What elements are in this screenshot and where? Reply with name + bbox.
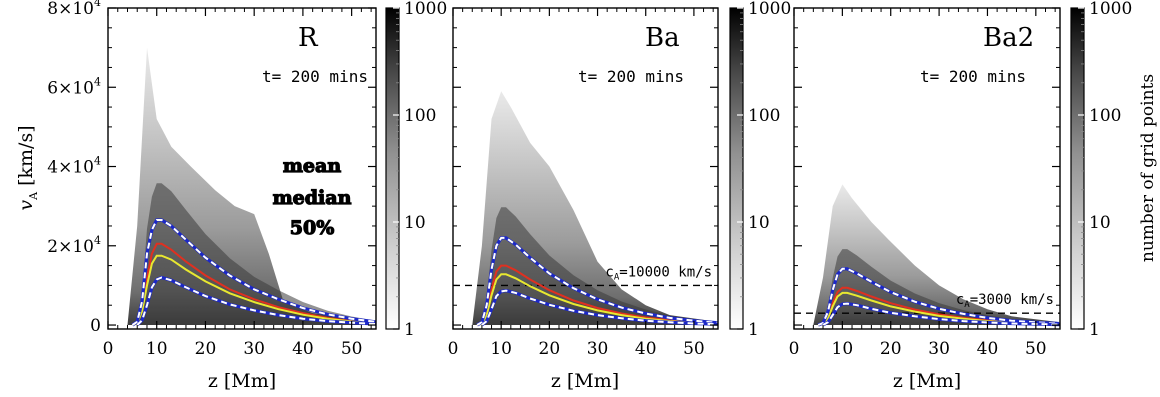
data-cloud-core [477,207,718,325]
x-tick-label: 30 [587,339,609,359]
median-line [132,254,377,326]
colorbar-tick-label: 1 [404,320,415,340]
x-axis-label-r: z [Mm] [208,370,276,392]
colorbar-tick-label: 100 [404,106,436,126]
x-tick-label: 20 [880,339,902,359]
quartile-line-base [822,301,1061,327]
y-tick-label: 0 [90,316,101,336]
reference-line-label: cA=10000 km/s [605,264,712,282]
x-axis-label-ba2: z [Mm] [893,370,961,392]
x-tick-label: 50 [341,339,363,359]
colorbar-label: number of grid points [1138,74,1158,262]
x-tick-label: 20 [195,339,217,359]
y-tick-mantissa: 8×10 [47,0,94,19]
lines-layer-ba2: cA=3000 km/s [794,267,1061,327]
quartile-line [131,219,377,326]
x-tick-label: 50 [1025,339,1047,359]
quartile-line [136,276,377,326]
plot-frame-ba2 [793,7,1061,330]
panel-label-ba: Ba [645,23,680,53]
colorbar-gradient [729,7,744,330]
quartile-line-base [476,236,719,327]
colorbar-tick-label: 1 [1089,320,1100,340]
y-tick-mantissa: 4×10 [47,158,94,178]
y-axis-label: vA [km/s] [15,125,40,210]
reference-label-value: =3000 km/s [970,292,1054,308]
x-tick-label: 10 [146,339,168,359]
x-tick-label: 10 [490,339,512,359]
reference-label-sub: A [964,300,970,310]
reference-label-sub: A [614,272,620,282]
colorbar-gradient [385,7,400,330]
legend-50pct-label: 50% [290,217,335,239]
colorbar-tick-label: 1000 [1089,0,1132,19]
colorbar-tick-label: 10 [404,213,426,233]
panel-ba2: cA=3000 km/s 0 10 20 30 40 50 Ba2 t= 200 mins… [789,7,1061,392]
y-tick-label: 2×104 [47,234,101,257]
time-label-r: t= 200 mins [262,67,368,86]
y-tick-mantissa: 6×10 [47,78,94,98]
mean-line [476,264,719,326]
colorbar-tick-label: 1000 [748,0,791,19]
median-line [476,273,719,326]
x-tick-label: 0 [448,339,459,359]
colorbar-tick-label: 1000 [404,0,447,19]
x-tick-label: 10 [832,339,854,359]
plot-frame-r [107,7,377,330]
x-tick-label: 30 [928,339,950,359]
quartile-line [481,289,719,326]
cloud-layer-ba2 [813,184,1060,325]
x-tick-label: 20 [539,339,561,359]
y-tick-exponent: 4 [94,234,101,247]
y-tick-exponent: 4 [94,0,101,9]
ticks-layer-ba2: 0 10 20 30 40 50 [789,7,1060,359]
x-tick-label: 40 [977,339,999,359]
colorbar-tick-label: 1 [748,320,759,340]
colorbar-3: 1 10 100 1000 [1070,0,1132,340]
legend-median-label: median [273,187,352,209]
mean-line [132,242,377,326]
legend-mean-label: mean [283,155,342,177]
x-tick-label: 0 [789,339,800,359]
x-axis-label-ba: z [Mm] [551,370,619,392]
lines-layer-ba: cA=10000 km/s [453,236,719,327]
colorbar-tick-label: 10 [1089,213,1111,233]
cloud-layer-ba [472,91,718,325]
lines-layer-r [131,218,377,327]
x-tick-label: 40 [635,339,657,359]
panel-label-ba2: Ba2 [983,23,1034,53]
data-cloud-core [818,249,1060,325]
plot-frame-ba [452,7,719,330]
reference-label-value: =10000 km/s [619,264,712,280]
time-label-ba2: t= 200 mins [920,67,1026,86]
panel-label-r: R [298,23,319,53]
x-tick-label: 30 [243,339,265,359]
colorbar-tick-label: 10 [748,213,770,233]
time-label-ba: t= 200 mins [578,67,684,86]
colorbar-tick-label: 100 [1089,106,1121,126]
reference-line-label: cA=3000 km/s [956,292,1054,310]
reference-label-c: c [956,292,964,308]
reference-label-c: c [605,264,613,280]
colorbar-1: 1 10 100 1000 [385,0,447,340]
ticks-layer-ba: 0 10 20 30 40 50 [448,7,718,359]
panel-ba: cA=10000 km/s 0 10 20 30 40 50 Ba t= 200 mins… [448,7,719,392]
y-tick-exponent: 4 [94,155,101,168]
colorbar-gradient [1070,7,1085,330]
x-tick-label: 40 [292,339,314,359]
colorbar-2: 1 10 100 1000 [729,0,791,340]
y-tick-mantissa: 0 [90,316,101,336]
y-tick-exponent: 4 [94,75,101,88]
colorbar-tick-label: 100 [748,106,780,126]
quartile-line [817,267,1061,326]
y-tick-label: 6×104 [47,75,101,98]
y-tick-label: 4×104 [47,155,101,178]
y-tick-mantissa: 2×10 [47,237,94,257]
y-tick-label: 8×104 [47,0,101,19]
x-tick-label: 0 [103,339,114,359]
x-tick-label: 50 [683,339,705,359]
